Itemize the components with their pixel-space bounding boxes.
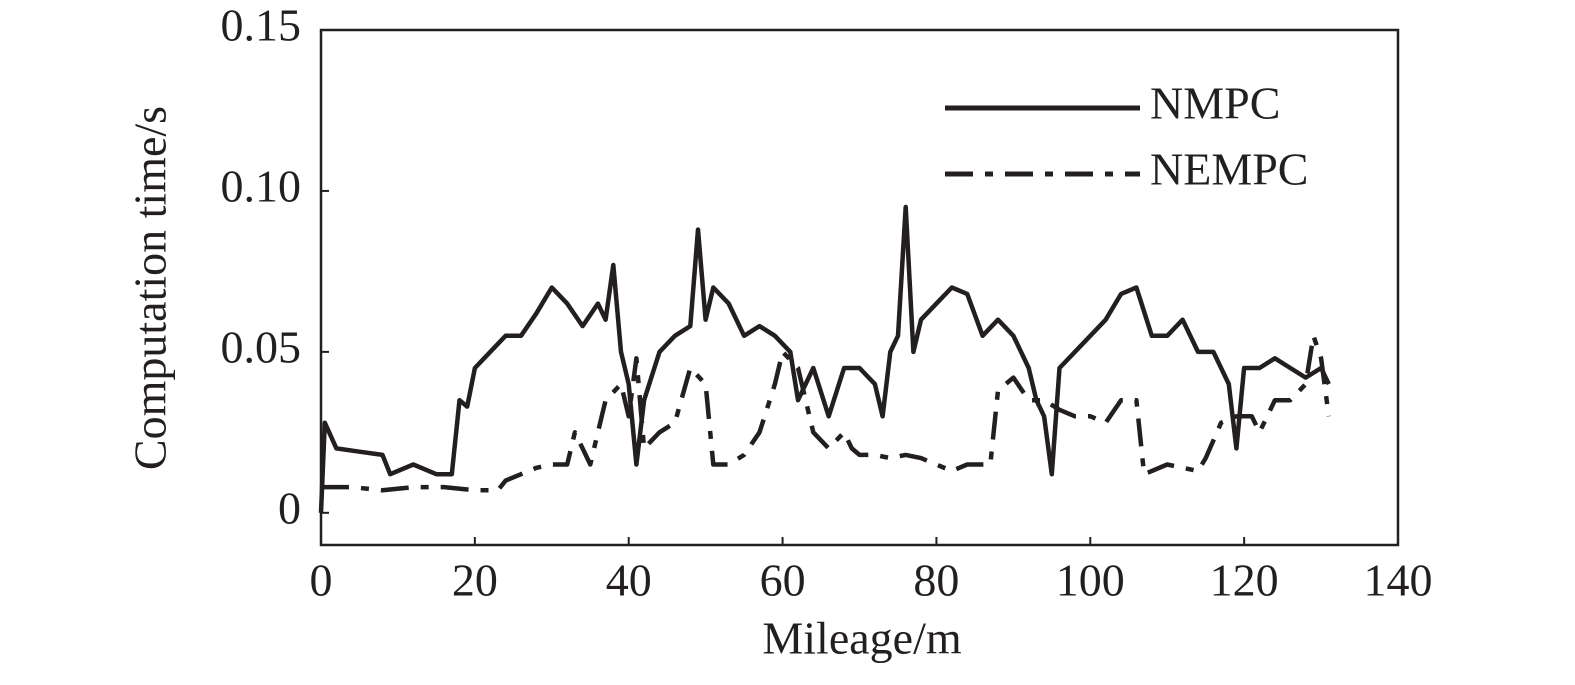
x-tick-label: 0 (310, 555, 333, 606)
x-tick-label: 40 (606, 555, 652, 606)
x-tick-label: 20 (452, 555, 498, 606)
legend-label: NEMPC (1150, 144, 1308, 195)
y-tick-label: 0.05 (221, 321, 302, 372)
x-tick-label: 120 (1210, 555, 1279, 606)
x-axis-label: Mileage/m (762, 613, 961, 664)
y-tick-label: 0.15 (221, 0, 302, 51)
line-series (321, 333, 1332, 493)
x-tick-label: 80 (913, 555, 959, 606)
x-tick-label: 140 (1364, 555, 1433, 606)
legend-label: NMPC (1150, 78, 1280, 129)
plot-frame (319, 28, 1400, 547)
y-axis-label: Computation time/s (125, 106, 176, 470)
line-series (318, 204, 1331, 513)
y-tick-label: 0 (278, 482, 301, 533)
y-tick-label: 0.10 (221, 161, 302, 212)
x-tick-label: 60 (760, 555, 806, 606)
x-tick-label: 100 (1056, 555, 1125, 606)
